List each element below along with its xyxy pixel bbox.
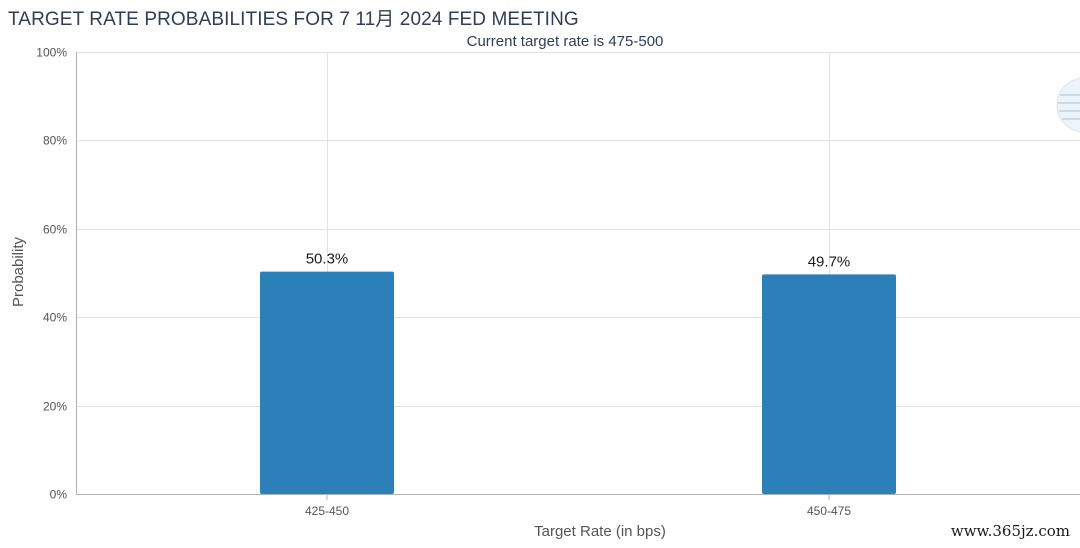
data-label: 49.7% [808, 253, 851, 270]
x-axis-title: Target Rate (in bps) [534, 523, 666, 540]
y-tick-label: 20% [43, 400, 67, 414]
axes [76, 52, 1080, 500]
watermark: www.365jz.com [948, 522, 1072, 540]
bar [762, 274, 896, 494]
chart-subtitle: Current target rate is 475-500 [466, 33, 664, 50]
y-tick-label: 100% [36, 46, 67, 60]
bars [260, 271, 896, 494]
chart-title: TARGET RATE PROBABILITIES FOR 7 11月 2024… [8, 9, 579, 30]
y-tick-label: 60% [43, 223, 67, 237]
grid-lines [76, 52, 1080, 494]
y-tick-label: 40% [43, 311, 67, 325]
y-axis-title: Probability [10, 236, 27, 307]
y-tick-label: 80% [43, 134, 67, 148]
globe-icon [1056, 77, 1080, 133]
x-tick-label: 450-475 [807, 504, 851, 518]
y-tick-label: 0% [50, 488, 68, 502]
labels: 0% 20% 40% 60% 80% 100% 50.3% 425-450 49.7% 450-4… [36, 46, 851, 519]
bar [260, 271, 394, 494]
data-label: 50.3% [306, 251, 349, 268]
x-tick-label: 425-450 [305, 504, 349, 518]
